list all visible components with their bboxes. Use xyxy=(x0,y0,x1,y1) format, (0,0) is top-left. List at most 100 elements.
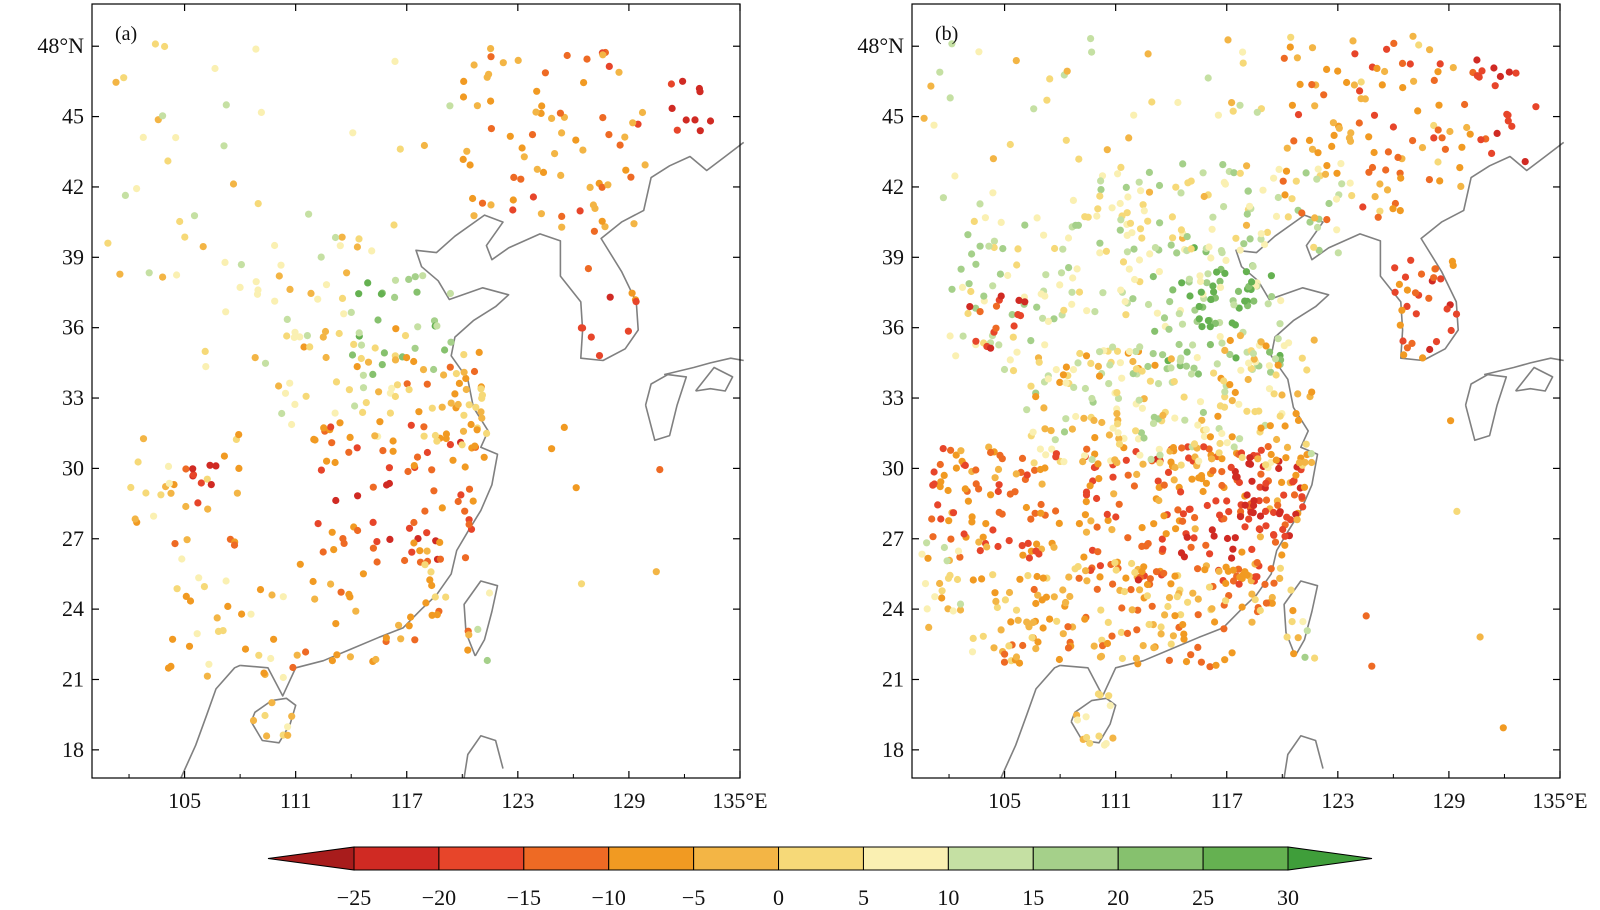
station-point xyxy=(1378,81,1386,89)
station-point xyxy=(378,361,386,369)
station-point xyxy=(997,626,1005,634)
station-point xyxy=(1140,434,1148,442)
colorbar-label: 15 xyxy=(1022,885,1044,910)
station-point xyxy=(1240,240,1248,248)
station-point xyxy=(1248,477,1256,485)
station-point xyxy=(1093,212,1101,220)
station-point xyxy=(296,560,304,568)
station-point xyxy=(1158,535,1166,543)
station-point xyxy=(1441,145,1449,153)
station-point xyxy=(331,233,340,242)
station-point xyxy=(1224,36,1232,44)
station-point xyxy=(336,242,344,250)
station-point xyxy=(943,557,951,565)
station-point xyxy=(314,520,322,528)
station-point xyxy=(1115,435,1123,443)
station-point xyxy=(1299,618,1307,626)
station-point xyxy=(410,462,418,470)
station-point xyxy=(946,94,954,102)
station-point xyxy=(1270,579,1278,587)
station-point xyxy=(1175,310,1183,318)
station-point xyxy=(1176,357,1184,365)
station-point xyxy=(1446,127,1454,136)
station-point xyxy=(279,673,287,682)
station-point xyxy=(1012,470,1020,478)
coastline xyxy=(240,141,745,697)
station-point xyxy=(1083,577,1091,585)
station-point xyxy=(1165,656,1173,665)
station-point xyxy=(1110,490,1118,498)
station-point xyxy=(1359,203,1367,211)
station-point xyxy=(368,247,376,255)
station-point xyxy=(459,155,467,163)
station-point xyxy=(1232,234,1240,242)
station-point xyxy=(1233,473,1241,481)
station-point xyxy=(238,610,246,618)
station-point xyxy=(1184,598,1192,606)
station-point xyxy=(1191,514,1199,522)
station-point xyxy=(577,580,586,588)
station-point xyxy=(1281,541,1289,549)
station-point xyxy=(428,611,436,619)
station-point xyxy=(1193,354,1201,362)
station-point xyxy=(1182,658,1191,666)
station-point xyxy=(975,48,983,56)
coastline xyxy=(250,697,297,744)
station-point xyxy=(1374,213,1382,221)
station-point xyxy=(1311,214,1319,222)
station-point xyxy=(1272,456,1280,464)
station-point xyxy=(533,165,541,173)
station-point xyxy=(556,109,565,117)
station-point xyxy=(586,183,594,191)
station-point xyxy=(1082,567,1090,575)
station-point xyxy=(421,561,429,569)
station-point xyxy=(459,93,468,101)
station-point xyxy=(583,55,591,63)
station-point xyxy=(1069,196,1077,204)
station-point xyxy=(1135,256,1144,264)
station-point xyxy=(1206,433,1214,441)
station-point xyxy=(1493,129,1501,137)
station-point xyxy=(1096,239,1104,247)
station-point xyxy=(1170,476,1178,484)
station-point xyxy=(1169,632,1177,640)
station-point xyxy=(345,386,353,394)
station-point xyxy=(1349,37,1357,45)
station-point xyxy=(1245,359,1253,367)
station-point xyxy=(423,547,431,555)
station-point xyxy=(929,481,937,489)
map-background xyxy=(92,4,740,778)
x-tick-label: 105 xyxy=(168,788,201,813)
station-point xyxy=(1096,691,1104,699)
station-point xyxy=(1281,191,1289,199)
station-point xyxy=(1000,365,1009,374)
station-point xyxy=(1179,510,1187,518)
station-point xyxy=(929,533,937,541)
station-point xyxy=(1298,493,1306,501)
station-point xyxy=(404,467,412,476)
station-point xyxy=(1473,72,1481,80)
station-point xyxy=(1146,250,1154,258)
station-point xyxy=(410,357,418,366)
station-point xyxy=(205,660,213,668)
y-tick-label: 30 xyxy=(62,455,84,480)
station-point xyxy=(206,461,214,469)
station-point xyxy=(447,338,455,346)
station-point xyxy=(385,464,393,472)
station-point xyxy=(1187,543,1195,551)
station-point xyxy=(382,634,390,642)
station-point xyxy=(1162,530,1170,538)
station-point xyxy=(1206,550,1214,558)
station-point xyxy=(1264,443,1272,451)
station-point xyxy=(393,381,402,389)
station-point xyxy=(1009,333,1017,341)
station-point xyxy=(1094,205,1102,213)
station-point xyxy=(948,40,956,48)
station-point xyxy=(1014,311,1022,319)
station-point xyxy=(460,351,468,359)
station-point xyxy=(995,341,1003,349)
station-point xyxy=(1187,370,1196,378)
station-point xyxy=(355,329,363,337)
station-point xyxy=(452,370,460,378)
station-point xyxy=(956,553,964,561)
